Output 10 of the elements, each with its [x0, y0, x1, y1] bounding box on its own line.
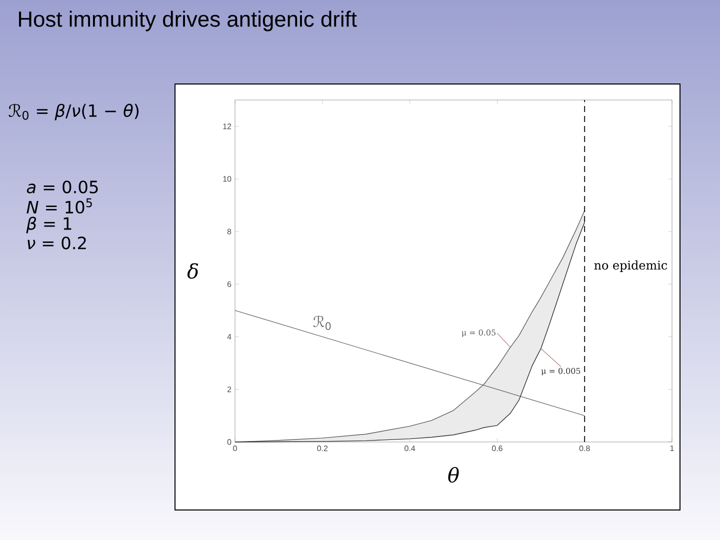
text: a = 0.05: [26, 180, 98, 194]
text: ν = 0.2: [28, 236, 86, 250]
text: N = 10$^{5}$: [26, 198, 92, 214]
chart-title: Host immunity drives antigenic drift: [19, 10, 357, 32]
y-axis-title: δ: [187, 263, 198, 279]
ref-line-label: no epidemic: [594, 260, 668, 272]
text: β = 1: [26, 216, 72, 234]
text: ℛ$_{0}$ = β/ν(1 − θ): [8, 104, 139, 120]
series-label: ℛ$_{0}$: [313, 315, 331, 330]
x-axis-title: θ: [448, 467, 459, 483]
